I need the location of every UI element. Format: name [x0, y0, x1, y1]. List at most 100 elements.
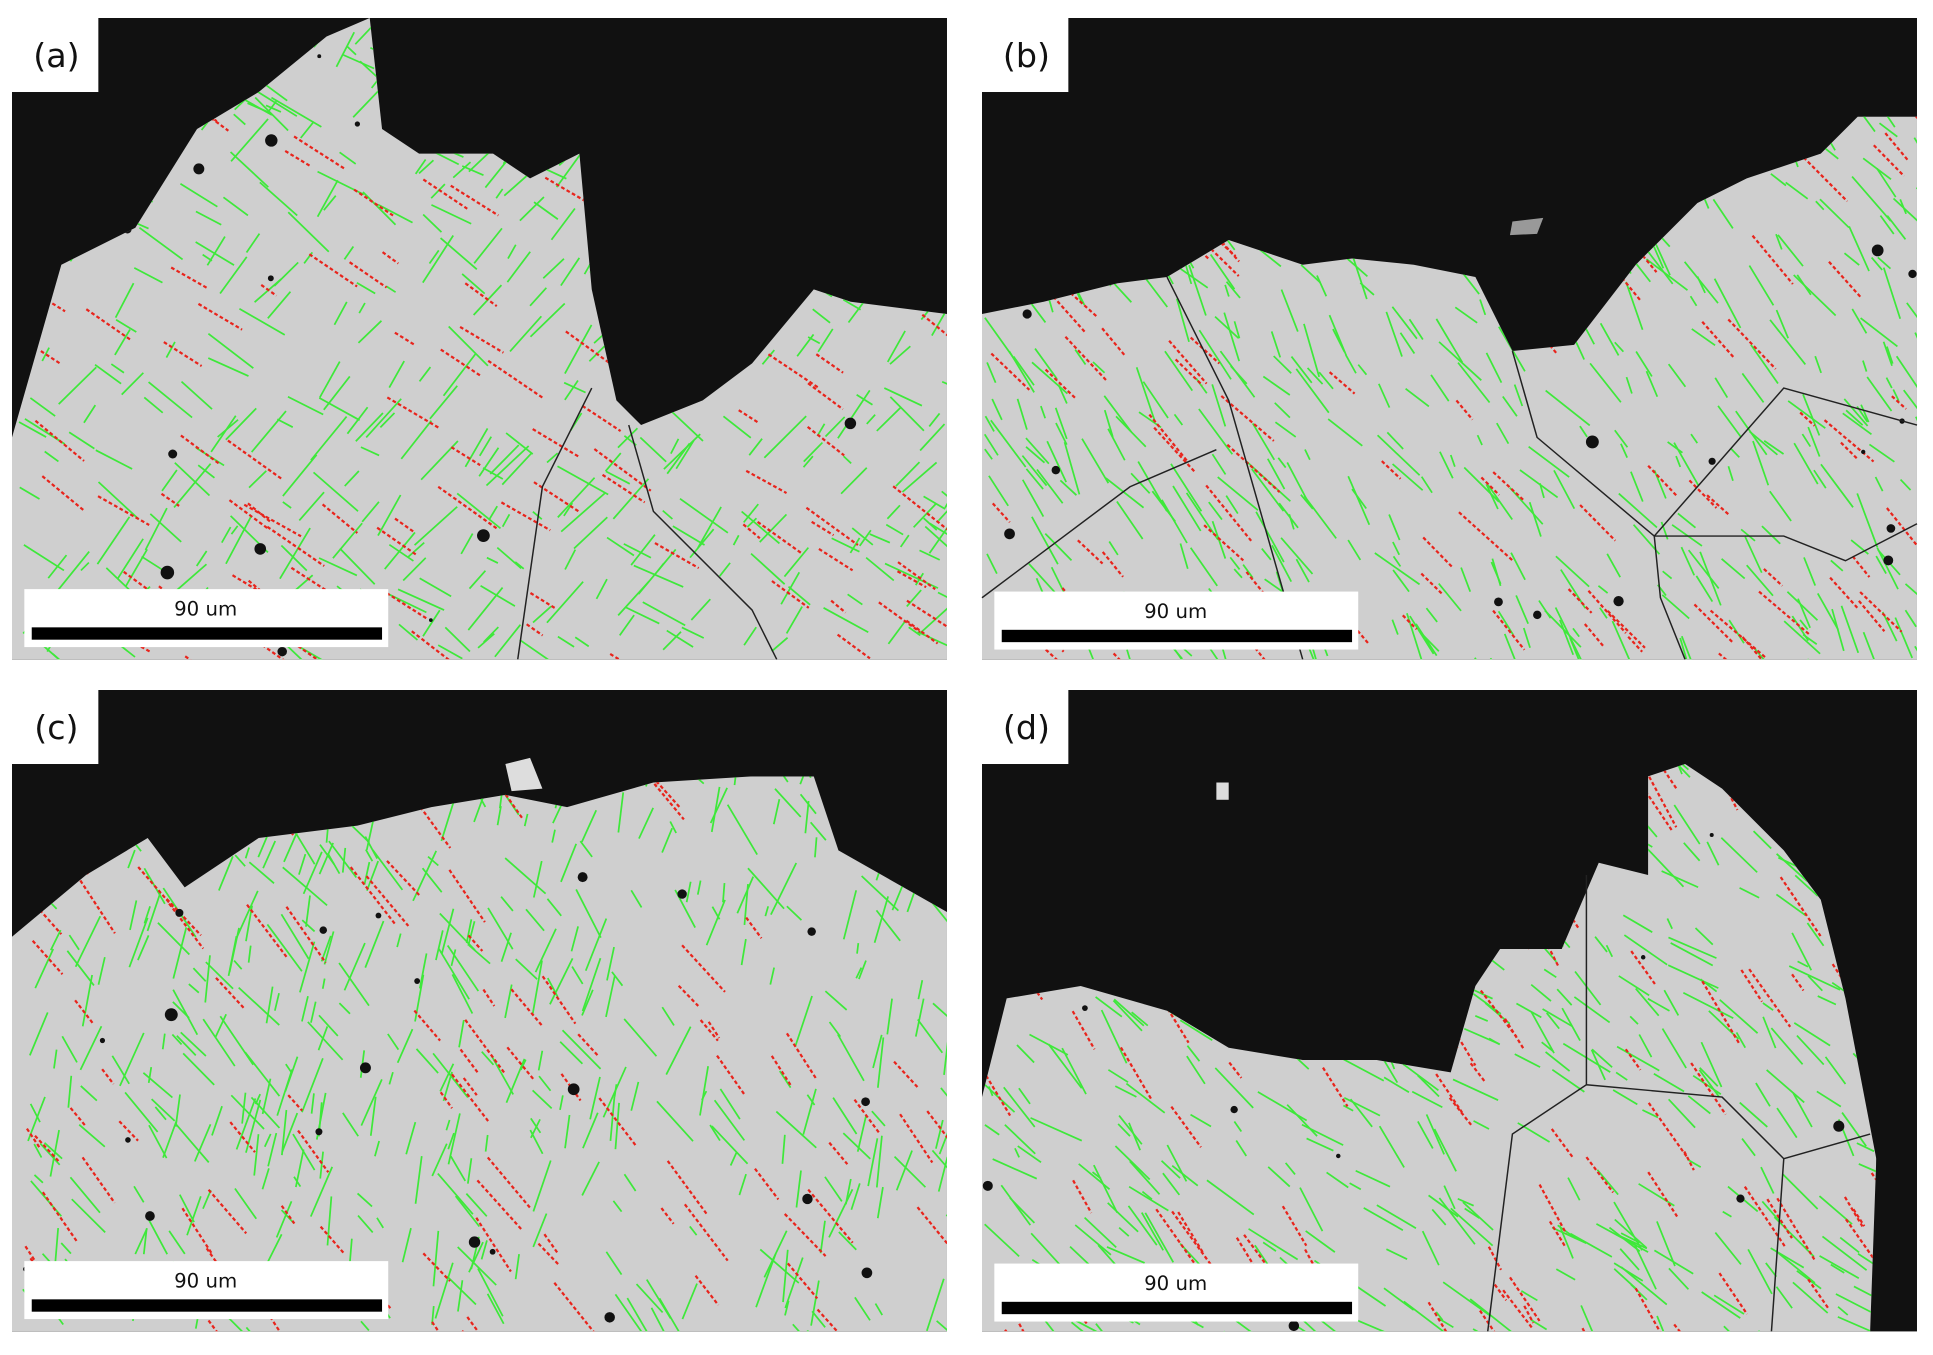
slip-line — [346, 406, 369, 435]
slip-line — [786, 905, 803, 921]
slip-line — [1460, 567, 1472, 592]
twin-line — [41, 475, 85, 512]
slip-line — [1881, 611, 1898, 642]
slip-line — [670, 438, 680, 455]
slip-line — [1301, 1123, 1344, 1146]
slip-line — [168, 1230, 186, 1255]
slip-line — [941, 490, 947, 522]
slip-line — [1304, 449, 1311, 461]
slip-line — [1044, 533, 1073, 562]
slip-line — [234, 854, 246, 867]
slip-line — [656, 1100, 694, 1142]
slip-line — [1476, 434, 1483, 446]
slip-line — [388, 360, 405, 388]
twin-line — [440, 348, 482, 377]
slip-line — [802, 1088, 817, 1135]
slip-line — [1791, 932, 1813, 971]
slip-line — [1137, 461, 1168, 512]
slip-line — [917, 980, 924, 1000]
slip-line — [612, 478, 650, 520]
slip-line — [582, 1112, 599, 1149]
twin-line — [1873, 144, 1905, 177]
slip-line — [282, 501, 292, 509]
twin-line — [1226, 443, 1281, 493]
twin-line — [348, 261, 388, 289]
twin-line — [431, 1321, 460, 1332]
panel-d: (d) 90 um — [982, 690, 1917, 1332]
twin-line — [1457, 1036, 1477, 1067]
slip-line — [1677, 512, 1697, 529]
slip-line — [1741, 372, 1765, 403]
slip-line — [657, 562, 665, 572]
slip-line — [889, 345, 911, 365]
slip-line — [1278, 502, 1299, 529]
slip-line — [357, 1214, 374, 1234]
slip-line — [1074, 349, 1087, 365]
slip-line — [1713, 1294, 1745, 1315]
slip-line — [320, 935, 332, 962]
slip-line — [1433, 1128, 1457, 1172]
slip-line — [402, 557, 427, 582]
slip-line — [435, 930, 444, 961]
twin-line — [284, 150, 311, 167]
slip-line — [738, 1173, 747, 1196]
twin-line — [376, 526, 417, 556]
slip-line — [1383, 1076, 1410, 1094]
slip-line — [1668, 1267, 1690, 1290]
slip-line — [262, 840, 277, 869]
slip-line — [663, 433, 701, 470]
slip-line — [244, 847, 250, 859]
twin-line — [1228, 1061, 1243, 1079]
slip-line — [377, 494, 402, 537]
twin-line — [450, 446, 481, 467]
slip-line — [457, 1246, 497, 1286]
slip-line — [726, 804, 758, 856]
slip-line — [1814, 355, 1822, 374]
slip-line — [323, 375, 351, 411]
slip-line — [1839, 1236, 1860, 1254]
slip-line — [1474, 1015, 1489, 1022]
slip-line — [244, 1051, 281, 1097]
slip-line — [584, 918, 608, 972]
slip-line — [817, 328, 834, 353]
slip-line — [1596, 1169, 1619, 1196]
slip-line — [1345, 354, 1357, 374]
slip-line — [448, 325, 489, 367]
slip-line — [1343, 1097, 1381, 1117]
slip-line — [1882, 267, 1902, 320]
slip-line — [858, 960, 867, 980]
slip-line — [1349, 1182, 1362, 1191]
slip-line — [422, 609, 441, 637]
slip-line — [1235, 1140, 1248, 1157]
slip-line — [814, 837, 818, 858]
slip-line — [1457, 362, 1491, 404]
slip-line — [883, 387, 923, 407]
slip-line — [1392, 569, 1410, 593]
slip-line — [1131, 1011, 1149, 1027]
slip-line — [624, 606, 660, 625]
slip-line — [473, 227, 503, 264]
pore — [861, 1097, 870, 1107]
slip-line — [546, 452, 559, 464]
slip-line — [343, 54, 375, 70]
slip-line — [630, 534, 656, 566]
slip-line — [605, 470, 631, 485]
slip-line — [179, 183, 218, 208]
slip-line — [361, 501, 380, 523]
slip-line — [570, 926, 579, 952]
slip-line — [1773, 1216, 1815, 1258]
slip-line — [1267, 1166, 1291, 1188]
slip-line — [1618, 492, 1658, 529]
pore — [844, 417, 857, 430]
slip-line — [486, 1293, 505, 1325]
slip-line — [245, 233, 261, 254]
twin-line — [76, 874, 116, 934]
slip-line — [128, 917, 149, 968]
slip-line — [1179, 543, 1189, 570]
slip-line — [893, 1156, 927, 1188]
slip-line — [581, 1161, 600, 1196]
pore — [1708, 457, 1716, 465]
slip-line — [1741, 1138, 1756, 1157]
slip-line — [501, 452, 533, 486]
slip-line — [1214, 1067, 1254, 1109]
